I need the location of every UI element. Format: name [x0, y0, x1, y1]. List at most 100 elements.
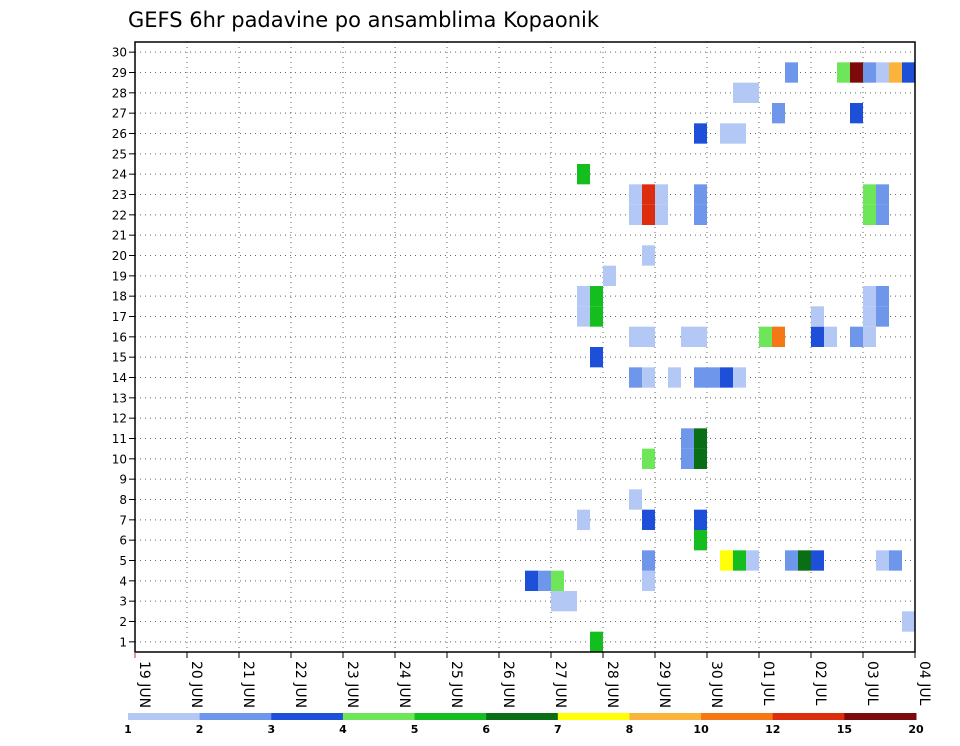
y-tick-label: 9: [119, 473, 127, 487]
colorbar-segment: [271, 713, 344, 720]
heatmap-cell: [642, 204, 655, 225]
colorbar-label: 4: [339, 723, 347, 736]
heatmap-cell: [681, 428, 694, 449]
heatmap-cell: [720, 550, 733, 571]
heatmap-cell: [850, 103, 863, 124]
plot-frame: [134, 41, 916, 653]
heatmap-cell: [889, 62, 902, 83]
heatmap-cell: [785, 62, 798, 83]
heatmap-cell: [733, 367, 746, 388]
heatmap-cell: [590, 306, 603, 327]
heatmap-cell: [694, 530, 707, 551]
x-tick-label: 27 JUN: [552, 661, 568, 708]
heatmap-cell: [642, 326, 655, 347]
colorbar-segment: [128, 713, 201, 720]
y-tick-label: 18: [112, 290, 127, 304]
heatmap-cell: [876, 204, 889, 225]
heatmap-cell: [902, 611, 915, 632]
x-tick-label: 04 JUL: [916, 661, 932, 706]
heatmap-cell: [629, 489, 642, 510]
x-tick-label: 22 JUN: [292, 661, 308, 708]
colorbar-segment: [629, 713, 702, 720]
heatmap-cell: [590, 347, 603, 368]
y-tick-label: 10: [112, 452, 127, 466]
heatmap-cell: [694, 367, 707, 388]
y-tick-label: 15: [112, 351, 127, 365]
colorbar-label: 8: [626, 723, 634, 736]
heatmap-cell: [811, 306, 824, 327]
y-tick-label: 4: [119, 574, 127, 588]
y-tick-label: 14: [112, 371, 127, 385]
y-tick-label: 19: [112, 269, 127, 283]
heatmap-cell: [694, 326, 707, 347]
heatmap-cell: [694, 448, 707, 469]
heatmap-cell: [694, 184, 707, 205]
heatmap-cell: [694, 428, 707, 449]
colorbar-label: 1: [124, 723, 132, 736]
x-tick-label: 20 JUN: [188, 661, 204, 708]
y-tick-label: 28: [112, 86, 127, 100]
x-tick-label: 28 JUN: [604, 661, 620, 708]
heatmap-cell: [642, 509, 655, 530]
colorbar-label: 3: [267, 723, 275, 736]
heatmap-cell: [642, 245, 655, 266]
heatmap-cell: [681, 326, 694, 347]
y-tick-label: 24: [112, 168, 127, 182]
y-tick-label: 30: [112, 46, 127, 60]
heatmap-cell: [902, 62, 915, 83]
grid-lines: [135, 42, 915, 652]
heatmap-cell: [720, 367, 733, 388]
heatmap-cell: [876, 550, 889, 571]
heatmap-cell: [733, 123, 746, 144]
colorbar-segment: [772, 713, 845, 720]
y-tick-label: 5: [119, 554, 127, 568]
heatmap-cell: [577, 306, 590, 327]
colorbar-segment: [199, 713, 272, 720]
cells-layer: [525, 62, 915, 652]
heatmap-cell: [642, 550, 655, 571]
colorbar-segment: [414, 713, 487, 720]
x-tick-label: 03 JUL: [864, 661, 880, 706]
heatmap-cell: [629, 367, 642, 388]
x-tick-label: 24 JUN: [396, 661, 412, 708]
colorbar-label: 12: [765, 723, 780, 736]
heatmap-cell: [590, 286, 603, 307]
heatmap-cell: [798, 550, 811, 571]
heatmap-cell: [642, 367, 655, 388]
heatmap-cell: [642, 184, 655, 205]
heatmap-cell: [889, 550, 902, 571]
y-tick-label: 17: [112, 310, 127, 324]
heatmap-cell: [538, 570, 551, 591]
heatmap-cell: [551, 570, 564, 591]
y-tick-label: 8: [119, 493, 127, 507]
y-tick-label: 6: [119, 534, 127, 548]
y-tick-label: 22: [112, 208, 127, 222]
heatmap-cell: [746, 82, 759, 103]
y-tick-label: 3: [119, 595, 127, 609]
heatmap-cell: [863, 62, 876, 83]
chart-title: GEFS 6hr padavine po ansamblima Kopaonik: [128, 8, 600, 32]
colorbar-segment: [486, 713, 559, 720]
heatmap-cell: [577, 164, 590, 185]
heatmap-cell: [863, 286, 876, 307]
y-tick-label: 25: [112, 147, 127, 161]
y-tick-label: 23: [112, 188, 127, 202]
colorbar-label: 20: [908, 723, 924, 736]
heatmap-cell: [876, 62, 889, 83]
heatmap-cell: [772, 326, 785, 347]
y-tick-label: 2: [119, 615, 127, 629]
heatmap-cell: [863, 204, 876, 225]
heatmap-cell: [694, 123, 707, 144]
heatmap-cell: [577, 286, 590, 307]
heatmap-cell: [629, 184, 642, 205]
y-tick-label: 26: [112, 127, 127, 141]
y-tick-label: 21: [112, 229, 127, 243]
colorbar-label: 5: [411, 723, 419, 736]
heatmap-cell: [850, 62, 863, 83]
x-tick-label: 19 JUN: [136, 661, 152, 708]
heatmap-cell: [876, 306, 889, 327]
y-tick-label: 16: [112, 330, 127, 344]
x-tick-label: 21 JUN: [240, 661, 256, 708]
heatmap-cell: [876, 286, 889, 307]
